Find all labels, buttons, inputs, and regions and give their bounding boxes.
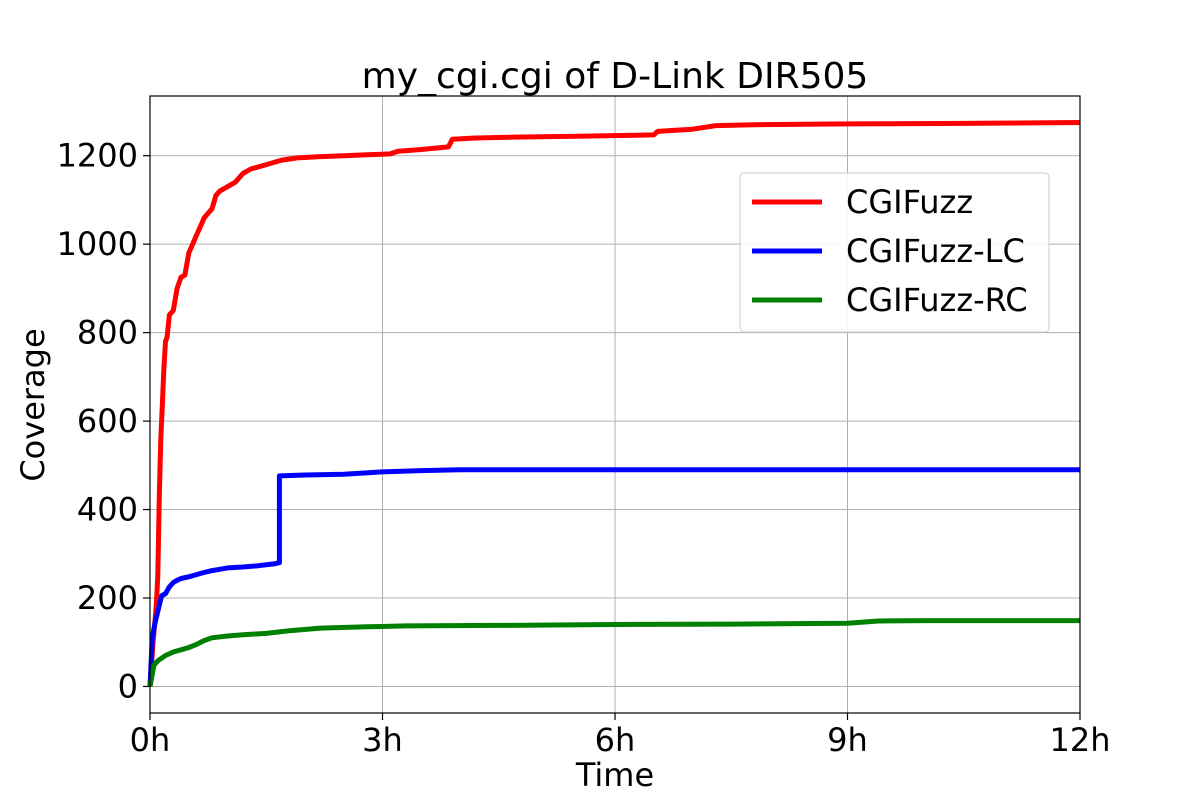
y-tick-label: 200 xyxy=(77,579,138,617)
y-tick-label: 600 xyxy=(77,402,138,440)
series-line-cgifuzz xyxy=(147,120,1081,687)
x-tick-label: 6h xyxy=(595,721,636,759)
chart-title: my_cgi.cgi of D-Link DIR505 xyxy=(362,56,869,97)
x-tick-label: 12h xyxy=(1050,721,1111,759)
y-tick-label: 0 xyxy=(118,667,138,705)
series-line-cgifuzz-lc xyxy=(147,467,1080,687)
legend-label: CGIFuzz xyxy=(846,183,973,221)
x-axis-label: Time xyxy=(575,756,654,794)
y-tick-label: 1000 xyxy=(57,225,138,263)
y-tick-label: 800 xyxy=(77,314,138,352)
x-tick-label: 3h xyxy=(362,721,403,759)
legend-label: CGIFuzz-LC xyxy=(846,232,1025,270)
legend-box xyxy=(739,172,1050,333)
series-lines xyxy=(147,120,1081,687)
series-line-cgifuzz-rc xyxy=(147,618,1080,687)
axis-ticks: 0h 3h 6h 9h 12h 0 200 400 600 800 1000 1200 xyxy=(57,137,1111,759)
y-tick-label: 1200 xyxy=(57,137,138,175)
y-axis-label: Coverage xyxy=(14,328,52,481)
x-tick-label: 9h xyxy=(827,721,868,759)
legend: CGIFuzz CGIFuzz-LC CGIFuzz-RC xyxy=(739,172,1050,333)
y-tick-label: 400 xyxy=(77,491,138,529)
legend-label: CGIFuzz-RC xyxy=(846,281,1028,319)
x-tick-label: 0h xyxy=(130,721,171,759)
